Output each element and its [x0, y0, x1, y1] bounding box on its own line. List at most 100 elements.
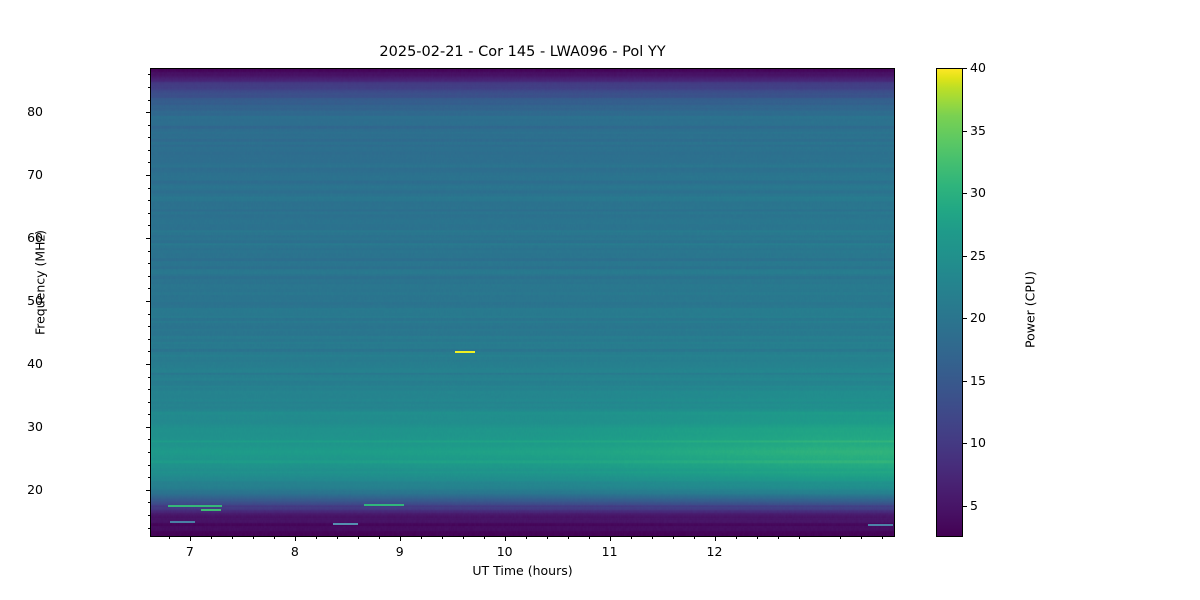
y-minor-tick-mark: [148, 351, 150, 353]
x-tick-mark: [714, 537, 716, 541]
y-minor-tick-mark: [148, 439, 150, 441]
y-tick-mark: [146, 426, 150, 428]
y-tick-mark: [146, 112, 150, 114]
y-minor-tick-mark: [148, 187, 150, 189]
page-title: 2025-02-21 - Cor 145 - LWA096 - Pol YY: [379, 44, 666, 60]
x-minor-tick-mark: [378, 537, 380, 539]
y-minor-tick-mark: [148, 225, 150, 227]
y-axis-label: Frequency (MHz): [32, 229, 48, 336]
colorbar-label: Power (CPU): [1022, 271, 1038, 348]
spectrogram-image: [151, 69, 894, 536]
y-minor-tick-mark: [148, 99, 150, 101]
y-tick-label: 30: [27, 418, 43, 434]
x-minor-tick-mark: [735, 537, 737, 539]
x-minor-tick-mark: [546, 537, 548, 539]
bright-rfi-burst: [455, 351, 476, 354]
colorbar-tick-mark: [963, 318, 967, 320]
rfi-streak-blue-c: [867, 523, 893, 526]
colorbar-tick-mark: [963, 380, 967, 382]
x-tick-mark: [294, 537, 296, 541]
colorbar-tick-label: 25: [970, 247, 986, 263]
y-minor-tick-mark: [148, 74, 150, 76]
colorbar-tick-label: 35: [970, 122, 986, 138]
y-tick-label: 70: [27, 167, 43, 182]
x-minor-tick-mark: [567, 537, 569, 539]
y-minor-tick-mark: [148, 338, 150, 340]
x-axis-label: UT Time (hours): [472, 563, 573, 578]
y-minor-tick-mark: [148, 464, 150, 466]
colorbar-tick-mark: [963, 68, 967, 70]
y-tick-mark: [146, 238, 150, 240]
x-tick-label: 12: [706, 544, 723, 559]
y-minor-tick-mark: [148, 401, 150, 403]
y-minor-tick-mark: [148, 452, 150, 454]
x-minor-tick-mark: [420, 537, 422, 539]
y-minor-tick-mark: [148, 376, 150, 378]
x-minor-tick-mark: [525, 537, 527, 539]
colorbar-tick-label: 15: [970, 372, 986, 388]
y-minor-tick-mark: [148, 389, 150, 391]
dynamic-spectrum-axes: [150, 68, 895, 537]
y-minor-tick-mark: [148, 527, 150, 529]
y-minor-tick-mark: [148, 477, 150, 479]
x-minor-tick-mark: [861, 537, 863, 539]
y-tick-label: 60: [27, 230, 43, 245]
x-tick-label: 9: [395, 544, 404, 559]
colorbar-tick-mark: [963, 443, 967, 445]
rfi-streak-green-b: [167, 504, 223, 507]
x-minor-tick-mark: [777, 537, 779, 539]
y-minor-tick-mark: [148, 326, 150, 328]
x-minor-tick-mark: [630, 537, 632, 539]
colorbar-tick-mark: [963, 130, 967, 132]
colorbar-tick-label: 40: [970, 60, 986, 75]
x-tick-label: 7: [185, 544, 194, 559]
x-minor-tick-mark: [210, 537, 212, 539]
x-tick-label: 8: [290, 544, 299, 559]
y-tick-label: 80: [27, 104, 43, 120]
y-minor-tick-mark: [148, 502, 150, 504]
x-minor-tick-mark: [462, 537, 464, 539]
colorbar-tick-label: 20: [970, 310, 986, 326]
x-minor-tick-mark: [336, 537, 338, 539]
x-tick-mark: [504, 537, 506, 541]
colorbar-tick-label: 30: [970, 185, 986, 201]
y-minor-tick-mark: [148, 137, 150, 139]
y-tick-mark: [146, 363, 150, 365]
y-minor-tick-mark: [148, 250, 150, 252]
y-minor-tick-mark: [148, 515, 150, 517]
x-minor-tick-mark: [756, 537, 758, 539]
y-minor-tick-mark: [148, 162, 150, 164]
x-tick-label: 11: [601, 544, 618, 559]
x-tick-mark: [609, 537, 611, 541]
x-minor-tick-mark: [315, 537, 317, 539]
colorbar-tick-mark: [963, 505, 967, 507]
y-minor-tick-mark: [148, 313, 150, 315]
x-tick-label: 10: [496, 544, 513, 559]
x-minor-tick-mark: [483, 537, 485, 539]
rfi-streak-blue-b: [332, 522, 358, 525]
colorbar-tick-label: 10: [970, 435, 986, 451]
y-minor-tick-mark: [148, 212, 150, 214]
y-minor-tick-mark: [148, 275, 150, 277]
colorbar-tick-label: 5: [970, 497, 978, 513]
rfi-streak-green-c: [364, 503, 404, 506]
colorbar-tick-mark: [963, 193, 967, 195]
x-minor-tick-mark: [840, 537, 842, 539]
x-minor-tick-mark: [651, 537, 653, 539]
x-minor-tick-mark: [672, 537, 674, 539]
x-minor-tick-mark: [357, 537, 359, 539]
y-minor-tick-mark: [148, 200, 150, 202]
x-minor-tick-mark: [798, 537, 800, 539]
rfi-streak-green-a: [201, 508, 222, 511]
x-minor-tick-mark: [168, 537, 170, 539]
y-minor-tick-mark: [148, 124, 150, 126]
y-tick-label: 50: [27, 292, 43, 308]
x-tick-mark: [399, 537, 401, 541]
x-minor-tick-mark: [273, 537, 275, 539]
y-minor-tick-mark: [148, 414, 150, 416]
x-minor-tick-mark: [231, 537, 233, 539]
x-minor-tick-mark: [252, 537, 254, 539]
y-tick-mark: [146, 300, 150, 302]
x-minor-tick-mark: [588, 537, 590, 539]
